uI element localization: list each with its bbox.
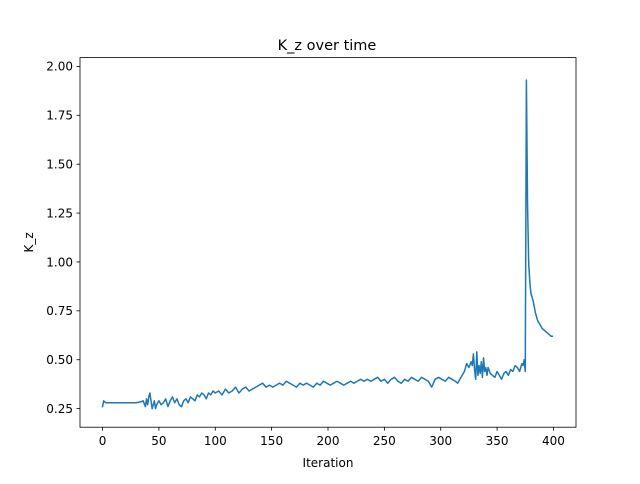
- chart-title: K_z over time: [278, 38, 377, 54]
- x-axis: 0 50 100 150 200 250 300 350 400: [99, 427, 565, 448]
- y-tick-label: 1.25: [46, 206, 73, 220]
- series-line-0: [101, 79, 554, 410]
- x-tick-label: 400: [542, 434, 565, 448]
- x-tick-label: 250: [373, 434, 396, 448]
- x-tick-label: 50: [151, 434, 166, 448]
- x-tick-label: 300: [429, 434, 452, 448]
- x-tick-label: 350: [486, 434, 509, 448]
- y-tick-label: 1.00: [46, 255, 73, 269]
- y-axis-label: K_z: [22, 232, 36, 252]
- y-tick-label: 2.00: [46, 60, 73, 74]
- y-axis: 0.25 0.50 0.75 1.00 1.25 1.50 1.75 2.00: [46, 60, 80, 416]
- x-tick-label: 200: [317, 434, 340, 448]
- y-tick-label: 0.75: [46, 304, 73, 318]
- x-axis-label: Iteration: [303, 456, 354, 470]
- x-tick-label: 0: [99, 434, 107, 448]
- x-tick-label: 150: [260, 434, 283, 448]
- series-layer: [101, 79, 554, 410]
- y-tick-label: 1.75: [46, 109, 73, 123]
- x-tick-label: 100: [204, 434, 227, 448]
- y-tick-label: 0.50: [46, 353, 73, 367]
- y-tick-label: 0.25: [46, 402, 73, 416]
- y-tick-label: 1.50: [46, 157, 73, 171]
